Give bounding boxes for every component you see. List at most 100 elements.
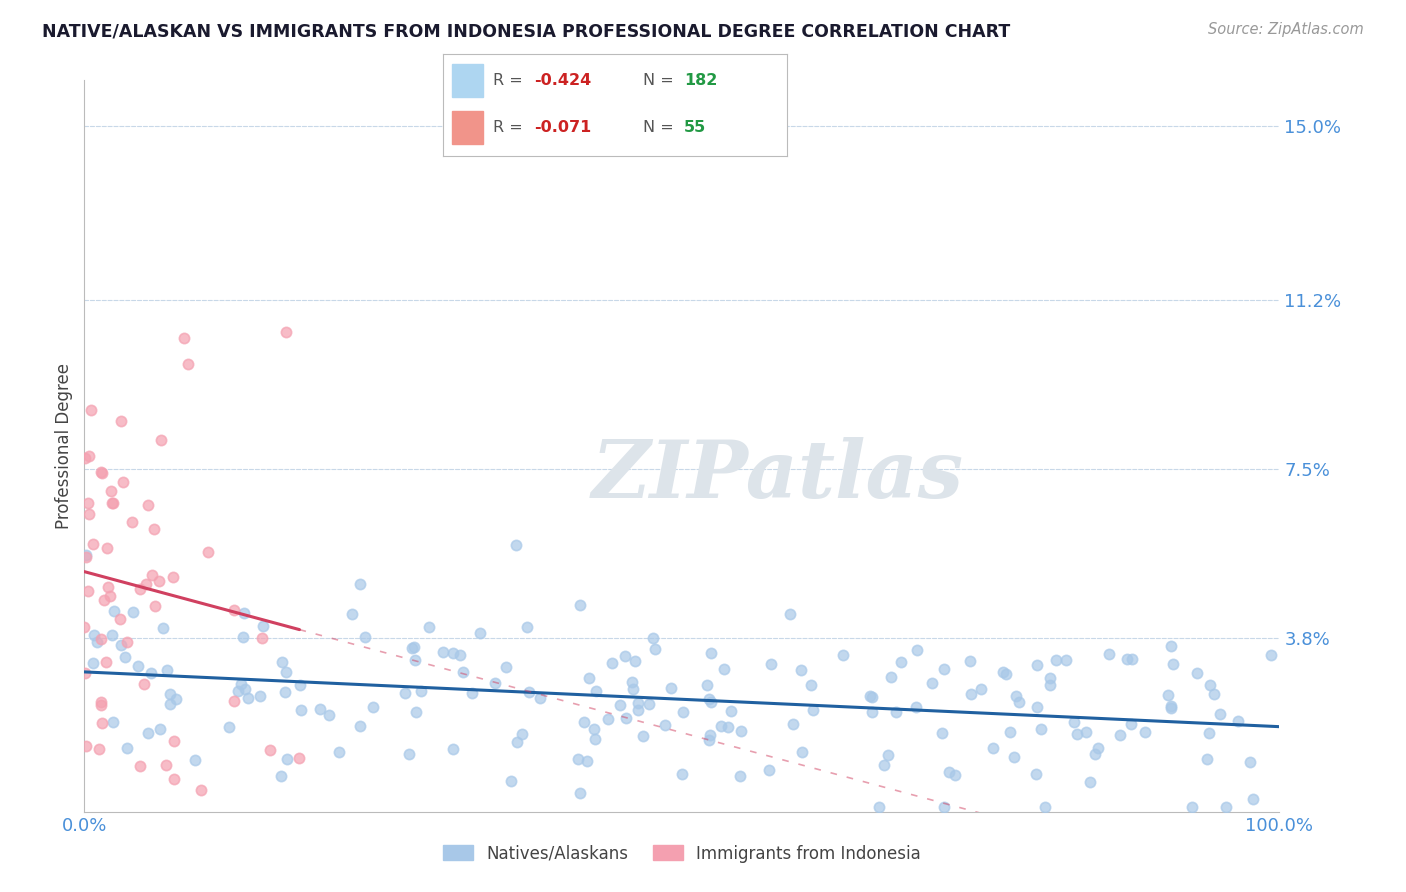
Point bbox=[418, 619, 440, 633]
Point bbox=[232, 606, 254, 620]
Point bbox=[671, 767, 693, 781]
Point bbox=[443, 742, 465, 756]
Point bbox=[91, 715, 114, 730]
Point bbox=[190, 782, 212, 797]
Point bbox=[960, 687, 983, 701]
Point bbox=[75, 549, 97, 564]
Point bbox=[1195, 752, 1218, 766]
Text: N =: N = bbox=[643, 120, 679, 135]
Point bbox=[569, 786, 592, 800]
Point bbox=[96, 541, 118, 556]
Point bbox=[229, 677, 252, 691]
Point bbox=[995, 666, 1018, 681]
Point bbox=[149, 723, 172, 737]
Point bbox=[97, 580, 120, 594]
Point bbox=[1199, 678, 1222, 692]
Point bbox=[114, 650, 136, 665]
Point bbox=[259, 742, 281, 756]
Point bbox=[1087, 741, 1109, 756]
Point bbox=[644, 641, 666, 656]
Point bbox=[1066, 726, 1088, 740]
Point bbox=[274, 325, 297, 339]
Point bbox=[394, 686, 416, 700]
Point bbox=[73, 620, 96, 634]
Point bbox=[641, 631, 664, 645]
Point bbox=[90, 467, 112, 481]
Text: -0.071: -0.071 bbox=[534, 120, 592, 135]
Point bbox=[569, 598, 592, 612]
Point bbox=[101, 628, 124, 642]
Point bbox=[730, 724, 752, 739]
Point bbox=[801, 703, 824, 717]
Point bbox=[700, 695, 723, 709]
Point bbox=[155, 758, 177, 772]
Point bbox=[1025, 658, 1047, 673]
Point bbox=[270, 769, 292, 783]
Point bbox=[720, 704, 742, 718]
Point bbox=[624, 654, 647, 668]
Point bbox=[859, 689, 882, 703]
Point bbox=[98, 589, 121, 603]
Point bbox=[1054, 653, 1077, 667]
Point bbox=[1116, 652, 1139, 666]
Point bbox=[696, 678, 718, 692]
Point bbox=[1181, 800, 1204, 814]
Point bbox=[981, 741, 1004, 756]
Point bbox=[1202, 687, 1225, 701]
Point bbox=[943, 768, 966, 782]
Point bbox=[77, 507, 100, 521]
Point bbox=[1045, 653, 1067, 667]
Point bbox=[699, 727, 721, 741]
Point bbox=[328, 745, 350, 759]
Point bbox=[572, 714, 595, 729]
Point bbox=[1215, 800, 1237, 814]
Point bbox=[938, 764, 960, 779]
Point bbox=[115, 741, 138, 756]
Point bbox=[135, 577, 157, 591]
Point bbox=[128, 759, 150, 773]
Text: -0.424: -0.424 bbox=[534, 72, 592, 87]
Point bbox=[90, 698, 112, 712]
Point bbox=[600, 657, 623, 671]
Point bbox=[1187, 666, 1209, 681]
Point bbox=[276, 665, 298, 679]
Point bbox=[354, 631, 377, 645]
Point bbox=[121, 516, 143, 530]
Point bbox=[932, 800, 955, 814]
Text: Source: ZipAtlas.com: Source: ZipAtlas.com bbox=[1208, 22, 1364, 37]
Point bbox=[90, 695, 112, 709]
Point bbox=[970, 682, 993, 697]
Point bbox=[122, 606, 145, 620]
Point bbox=[100, 484, 122, 499]
Point bbox=[1097, 648, 1119, 662]
Point bbox=[233, 682, 256, 697]
Point bbox=[501, 773, 523, 788]
Point bbox=[82, 536, 104, 550]
Point bbox=[349, 576, 371, 591]
Point bbox=[1198, 726, 1220, 740]
Point bbox=[1005, 689, 1028, 703]
Point bbox=[800, 678, 823, 692]
Point bbox=[790, 663, 813, 677]
Point bbox=[713, 662, 735, 676]
Point bbox=[889, 656, 911, 670]
Point bbox=[145, 599, 167, 614]
Point bbox=[271, 655, 294, 669]
Point bbox=[183, 753, 205, 767]
Point bbox=[252, 632, 274, 646]
Point bbox=[505, 734, 527, 748]
Point bbox=[860, 690, 883, 704]
Point bbox=[404, 653, 426, 667]
Point bbox=[1119, 716, 1142, 731]
Point bbox=[93, 593, 115, 607]
Point bbox=[349, 719, 371, 733]
Point bbox=[252, 618, 274, 632]
Point bbox=[1160, 700, 1182, 714]
Text: N =: N = bbox=[643, 72, 679, 87]
Point bbox=[609, 698, 631, 712]
Point bbox=[697, 733, 720, 747]
Point bbox=[110, 612, 132, 626]
Point bbox=[288, 678, 311, 692]
Point bbox=[290, 703, 312, 717]
Point bbox=[873, 758, 896, 772]
